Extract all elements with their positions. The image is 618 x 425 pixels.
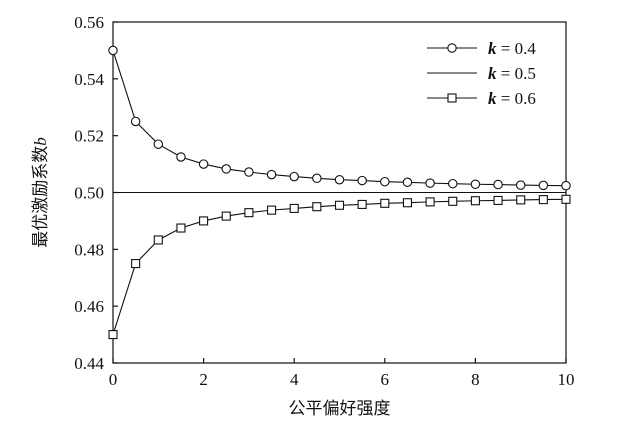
data-point <box>561 194 571 204</box>
data-point <box>289 203 299 213</box>
y-tick-label: 0.52 <box>74 127 104 146</box>
data-point <box>357 199 367 209</box>
data-point <box>221 211 231 221</box>
legend-item: k = 0.5 <box>427 64 536 83</box>
data-point <box>108 45 118 56</box>
data-point <box>312 202 322 212</box>
legend-marker <box>447 93 457 103</box>
data-point <box>198 159 209 169</box>
x-tick-label: 6 <box>381 370 390 389</box>
data-point <box>199 216 209 226</box>
data-point <box>108 330 118 340</box>
x-tick-label: 8 <box>471 370 480 389</box>
data-point <box>402 177 413 188</box>
data-point <box>153 139 164 149</box>
x-tick-label: 0 <box>109 370 118 389</box>
data-point <box>561 180 571 191</box>
x-axis-title: 公平偏好强度 <box>289 399 391 419</box>
data-point <box>538 195 548 205</box>
data-point <box>516 195 526 205</box>
data-point <box>334 200 345 210</box>
plot-area: 0 2 4 6 8 10 0.44 0.46 0.48 0.50 0.52 0.54 0.56 <box>74 13 574 389</box>
data-point <box>493 179 503 190</box>
data-point <box>131 258 141 269</box>
series-line <box>112 198 567 335</box>
data-point <box>312 173 322 184</box>
legend-label: k = 0.6 <box>488 89 536 108</box>
data-point <box>130 116 141 127</box>
data-point <box>470 196 480 206</box>
data-point <box>176 223 186 233</box>
data-point <box>380 176 390 187</box>
legend-label: k = 0.4 <box>488 39 536 58</box>
series-2 <box>108 194 571 340</box>
data-point <box>266 205 277 215</box>
data-point <box>425 197 435 207</box>
legend-marker <box>447 43 457 53</box>
y-tick-label: 0.44 <box>74 354 104 373</box>
y-tick-label: 0.56 <box>74 13 104 32</box>
data-point <box>289 171 299 182</box>
x-tick-label: 2 <box>199 370 208 389</box>
data-point <box>538 180 549 191</box>
data-point <box>244 167 254 177</box>
y-axis-title-main: 最优激励系数 <box>31 146 51 248</box>
data-point <box>448 196 458 206</box>
data-point <box>447 178 458 189</box>
data-point <box>357 175 367 186</box>
y-tick-label: 0.50 <box>74 184 104 203</box>
legend-label: k = 0.5 <box>488 64 536 83</box>
y-tick-label: 0.54 <box>74 70 104 89</box>
data-point <box>221 164 232 174</box>
x-tick-label: 10 <box>558 370 575 389</box>
y-tick-label: 0.46 <box>74 297 104 316</box>
data-point <box>153 235 163 245</box>
data-point <box>334 174 345 185</box>
x-tick-label: 4 <box>290 370 299 389</box>
series-0 <box>108 45 571 191</box>
data-point <box>493 195 503 206</box>
data-point <box>425 178 435 188</box>
data-point <box>266 169 277 180</box>
data-point <box>470 179 481 190</box>
data-point <box>176 152 186 162</box>
y-axis-title-var: b <box>31 137 50 146</box>
legend: k = 0.4 k = 0.5 k = 0.6 <box>427 39 536 108</box>
legend-item: k = 0.6 <box>427 89 536 108</box>
y-axis-title: 最优激励系数b <box>31 137 51 248</box>
data-point <box>244 208 254 218</box>
y-tick-label: 0.48 <box>74 240 104 259</box>
data-point <box>402 198 413 208</box>
data-point <box>515 180 526 190</box>
legend-item: k = 0.4 <box>427 39 536 58</box>
data-point <box>380 198 390 208</box>
